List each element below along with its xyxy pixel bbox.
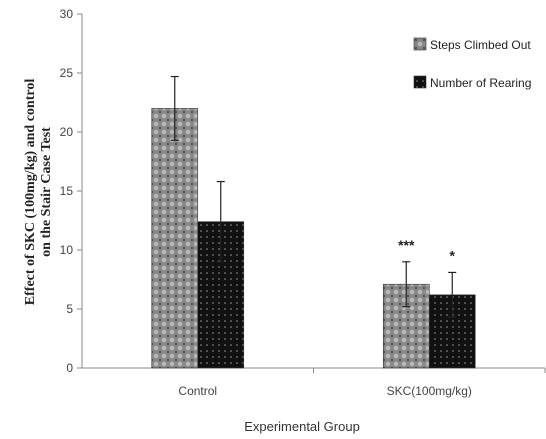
x-tick-label: Control	[178, 384, 217, 398]
legend-swatch	[413, 75, 427, 89]
significance-marker: *	[450, 247, 456, 263]
y-axis: 0 5 10 15 20 25 30	[60, 7, 83, 375]
error-bars	[170, 75, 457, 318]
bars	[151, 108, 476, 369]
y-tick-label: 0	[66, 361, 73, 375]
y-axis-label-line-2: on the Stair Case Test	[39, 127, 54, 257]
bar-steps-climbed-out	[151, 108, 199, 369]
legend-swatch	[413, 37, 427, 51]
y-tick-label: 10	[60, 243, 74, 257]
legend: Steps Climbed Out Number of Rearing	[413, 37, 531, 90]
y-axis-label-line-1: Effect of SKC (100mg/kg) and control	[23, 79, 38, 306]
x-tick-label: SKC(100mg/kg)	[387, 384, 472, 398]
y-tick-label: 25	[60, 66, 74, 80]
significance-marker: ***	[398, 237, 415, 253]
y-tick-label: 20	[60, 125, 74, 139]
legend-label: Steps Climbed Out	[430, 38, 531, 52]
legend-label: Number of Rearing	[430, 76, 531, 90]
y-tick-label: 30	[60, 7, 74, 21]
x-axis: Control SKC(100mg/kg)	[82, 367, 546, 398]
significance-annotations: ****	[398, 237, 455, 264]
y-tick-label: 15	[60, 184, 74, 198]
x-axis-label: Experimental Group	[244, 419, 360, 434]
y-tick-label: 5	[66, 302, 73, 316]
